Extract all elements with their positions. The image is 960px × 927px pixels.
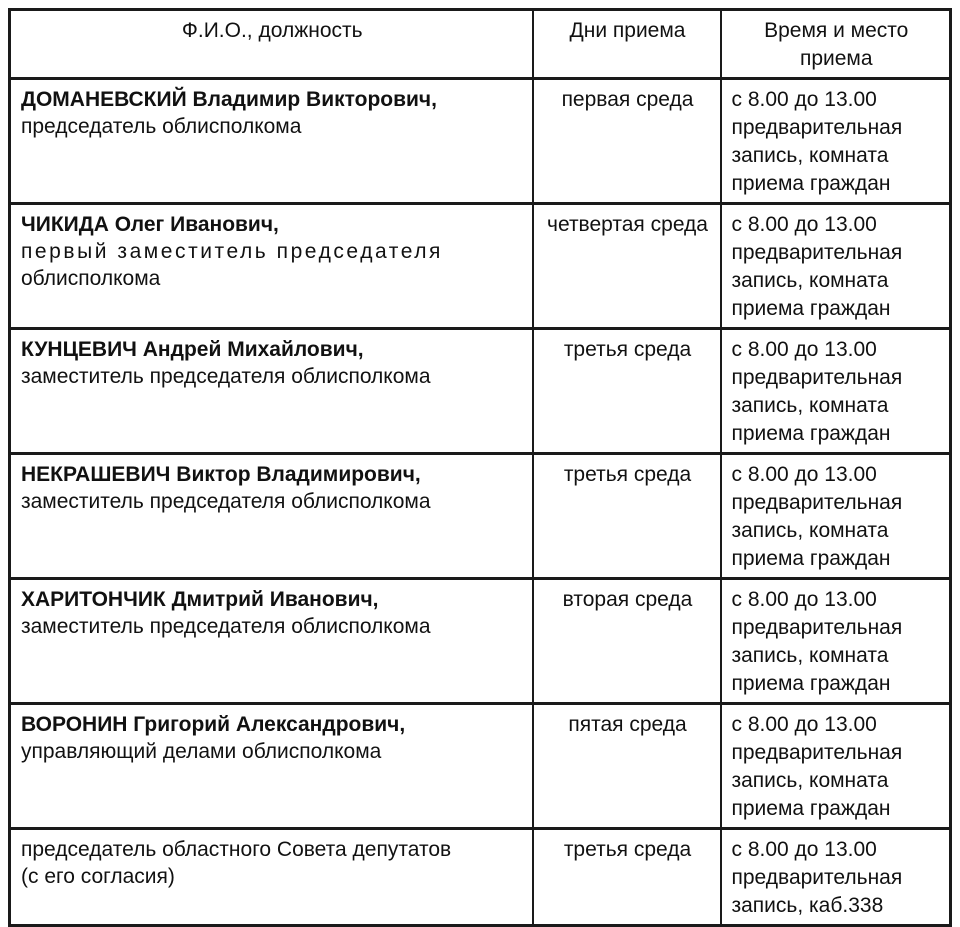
place-line: предварительная [731,616,903,639]
column-header-name: Ф.И.О., должность [8,8,534,80]
cell-days: третья среда [531,827,722,927]
person-name: ВОРОНИН Григорий Александрович, [21,713,406,736]
place-line: с 8.00 до 13.00 [731,463,877,486]
column-header-place: Время и место приема [719,8,952,80]
document-page: Ф.И.О., должность Дни приема Время и мес… [8,8,952,927]
place-line: приема граждан [731,547,891,570]
column-header-place-line-1: Время и место [764,19,909,42]
cell-place: с 8.00 до 13.00 предварительная запись, … [719,327,952,455]
cell-days: пятая среда [531,702,722,830]
place-line: запись, комната [731,394,889,417]
person-role: заместитель председателя облисполкома [21,490,431,513]
place-line: запись, комната [731,769,889,792]
place-line: приема граждан [731,672,891,695]
header-row: Ф.И.О., должность Дни приема Время и мес… [8,8,952,80]
place-line: предварительная [731,491,903,514]
cell-name: КУНЦЕВИЧ Андрей Михайлович, заместитель … [8,327,534,455]
cell-days: четвертая среда [531,202,722,330]
place-line: предварительная [731,116,903,139]
person-role-line-2: облисполкома [21,267,161,290]
place-line: запись, каб.338 [731,894,884,917]
person-name: НЕКРАШЕВИЧ Виктор Владимирович, [21,463,421,486]
cell-place: с 8.00 до 13.00 предварительная запись, … [719,827,952,927]
place-line: с 8.00 до 13.00 [731,838,877,861]
cell-name: ХАРИТОНЧИК Дмитрий Иванович, заместитель… [8,577,534,705]
place-line: с 8.00 до 13.00 [731,213,877,236]
place-line: предварительная [731,241,903,264]
cell-place: с 8.00 до 13.00 предварительная запись, … [719,452,952,580]
table-header: Ф.И.О., должность Дни приема Время и мес… [8,8,952,80]
place-line: приема граждан [731,422,891,445]
table-row: ХАРИТОНЧИК Дмитрий Иванович, заместитель… [8,577,952,705]
person-name: ЧИКИДА Олег Иванович, [21,213,279,236]
person-role-line-2: (с его согласия) [21,865,175,888]
person-name: ДОМАНЕВСКИЙ Владимир Викторович, [21,88,437,111]
person-role-line-1: председатель областного Совета депутатов [21,838,452,861]
table-row: НЕКРАШЕВИЧ Виктор Владимирович, заместит… [8,452,952,580]
person-role: управляющий делами облисполкома [21,740,382,763]
place-line: приема граждан [731,172,891,195]
cell-days: первая среда [531,77,722,205]
place-line: запись, комната [731,519,889,542]
place-line: с 8.00 до 13.00 [731,338,877,361]
place-line: с 8.00 до 13.00 [731,713,877,736]
place-line: предварительная [731,741,903,764]
place-line: предварительная [731,366,903,389]
place-line: запись, комната [731,144,889,167]
place-line: приема граждан [731,297,891,320]
table-row: ВОРОНИН Григорий Александрович, управляю… [8,702,952,830]
person-role: председатель облисполкома [21,115,302,138]
table-row: ЧИКИДА Олег Иванович, первый заместитель… [8,202,952,330]
table-body: ДОМАНЕВСКИЙ Владимир Викторович, председ… [8,77,952,927]
cell-name: ЧИКИДА Олег Иванович, первый заместитель… [8,202,534,330]
place-line: с 8.00 до 13.00 [731,588,877,611]
cell-name: ДОМАНЕВСКИЙ Владимир Викторович, председ… [8,77,534,205]
place-line: с 8.00 до 13.00 [731,88,877,111]
reception-schedule-table: Ф.И.О., должность Дни приема Время и мес… [8,8,952,927]
table-row: ДОМАНЕВСКИЙ Владимир Викторович, председ… [8,77,952,205]
cell-name: председатель областного Совета депутатов… [8,827,534,927]
cell-days: вторая среда [531,577,722,705]
person-name: КУНЦЕВИЧ Андрей Михайлович, [21,338,364,361]
person-name: ХАРИТОНЧИК Дмитрий Иванович, [21,588,379,611]
cell-days: третья среда [531,327,722,455]
place-line: приема граждан [731,797,891,820]
person-role-line-1: первый заместитель председателя [21,240,443,263]
cell-place: с 8.00 до 13.00 предварительная запись, … [719,202,952,330]
place-line: запись, комната [731,644,889,667]
table-row: КУНЦЕВИЧ Андрей Михайлович, заместитель … [8,327,952,455]
cell-days: третья среда [531,452,722,580]
table-row: председатель областного Совета депутатов… [8,827,952,927]
column-header-place-line-2: приема [799,47,873,70]
cell-place: с 8.00 до 13.00 предварительная запись, … [719,702,952,830]
cell-place: с 8.00 до 13.00 предварительная запись, … [719,77,952,205]
cell-name: ВОРОНИН Григорий Александрович, управляю… [8,702,534,830]
column-header-days: Дни приема [531,8,722,80]
place-line: предварительная [731,866,903,889]
cell-name: НЕКРАШЕВИЧ Виктор Владимирович, заместит… [8,452,534,580]
place-line: запись, комната [731,269,889,292]
person-role: заместитель председателя облисполкома [21,365,431,388]
person-role: первый заместитель председателя облисполк… [21,238,524,292]
cell-place: с 8.00 до 13.00 предварительная запись, … [719,577,952,705]
person-role: заместитель председателя облисполкома [21,615,431,638]
person-role: председатель областного Совета депутатов… [21,836,524,890]
